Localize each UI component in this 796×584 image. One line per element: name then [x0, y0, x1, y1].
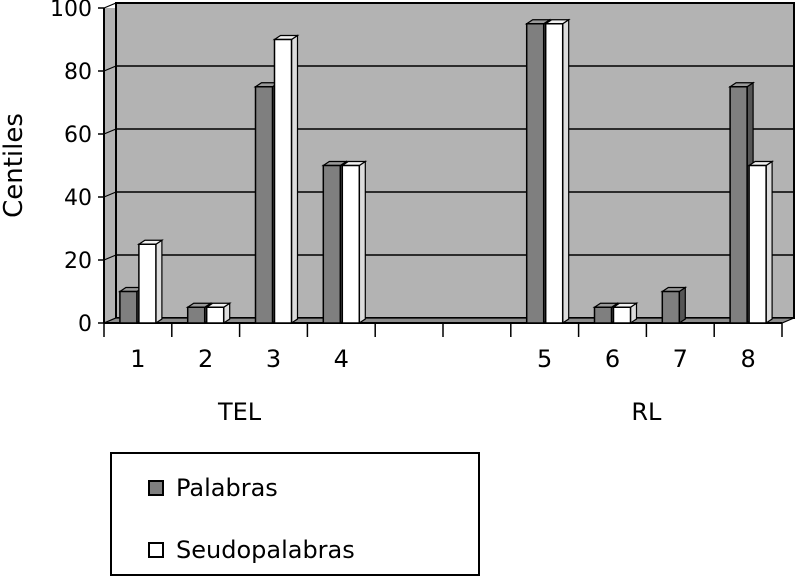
legend-label-seudopalabras: Seudopalabras	[176, 536, 355, 564]
x-tick-label: 8	[740, 345, 755, 373]
bar-palabras-1	[119, 290, 138, 324]
bar-palabras-2	[186, 306, 206, 324]
bar-seudopalabras-4-side	[358, 160, 366, 325]
group-label-rl: RL	[631, 398, 662, 426]
legend: Palabras Seudopalabras	[110, 452, 480, 576]
gridline-side	[103, 254, 117, 261]
bar-palabras-3	[254, 86, 274, 324]
bar-seudopalabras-8	[748, 164, 767, 324]
gridline-side	[103, 2, 117, 9]
x-tick-label: 7	[673, 345, 688, 373]
group-label-tel: TEL	[217, 398, 262, 426]
bar-seudopalabras-6	[612, 306, 632, 324]
y-tick-label: 80	[64, 60, 92, 85]
x-tick-label: 3	[266, 345, 281, 373]
bar-palabras-7-side	[678, 286, 686, 325]
legend-item-palabras: Palabras	[148, 474, 278, 502]
gridline-side	[103, 65, 117, 72]
bar-seudopalabras-4	[341, 164, 361, 324]
x-tick-label: 2	[198, 345, 213, 373]
bar-palabras-4	[322, 164, 342, 324]
bar-seudopalabras-8-side	[765, 160, 773, 325]
legend-item-seudopalabras: Seudopalabras	[148, 536, 355, 564]
bar-seudopalabras-3	[273, 38, 293, 324]
bar-seudopalabras-1	[138, 243, 157, 324]
y-tick-label: 20	[64, 249, 92, 274]
bar-seudopalabras-3-side	[290, 34, 299, 325]
y-tick-label: 100	[50, 0, 92, 22]
legend-label-palabras: Palabras	[176, 474, 278, 502]
bar-seudopalabras-1-side	[155, 239, 163, 325]
bar-palabras-8	[729, 86, 748, 324]
bar-seudopalabras-2	[205, 306, 225, 324]
y-tick-label: 60	[64, 123, 92, 148]
bar-seudopalabras-5-side	[562, 18, 570, 325]
bar-seudopalabras-5	[544, 23, 564, 324]
bar-palabras-6	[593, 306, 613, 324]
gridline-side	[103, 128, 117, 135]
bar-palabras-7	[661, 290, 681, 324]
y-tick-label: 0	[78, 312, 92, 337]
x-tick-label: 1	[130, 345, 145, 373]
x-tick-label: 4	[334, 345, 349, 373]
y-axis-label: Centiles	[0, 113, 29, 218]
plot-back-wall	[115, 2, 795, 319]
x-tick-label: 5	[537, 345, 552, 373]
gridline-side	[103, 191, 117, 198]
legend-swatch-seudopalabras	[148, 542, 164, 558]
bar-palabras-5	[525, 23, 545, 324]
y-tick-label: 40	[64, 186, 92, 211]
x-tick-label: 6	[605, 345, 620, 373]
legend-swatch-palabras	[148, 480, 164, 496]
